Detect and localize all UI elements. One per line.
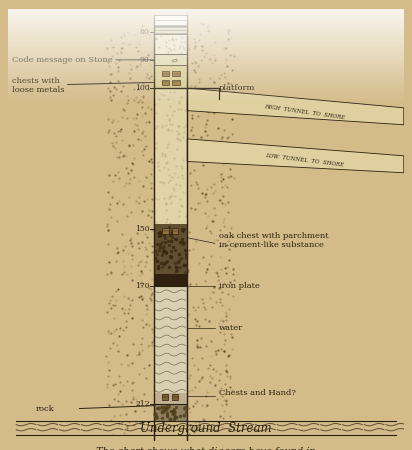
Bar bbox=[8, 18, 404, 22]
Text: Underground  Stream: Underground Stream bbox=[140, 422, 272, 435]
Polygon shape bbox=[187, 139, 404, 173]
Text: Chests and Hand?: Chests and Hand? bbox=[219, 389, 296, 397]
Bar bbox=[8, 47, 404, 50]
Text: HIGH  TUNNEL  TO  SHORE: HIGH TUNNEL TO SHORE bbox=[264, 104, 346, 120]
Text: iron plate: iron plate bbox=[219, 282, 260, 290]
Bar bbox=[8, 91, 404, 94]
Bar bbox=[8, 85, 404, 88]
Bar bbox=[8, 94, 404, 98]
Bar bbox=[154, 26, 187, 34]
Bar bbox=[154, 34, 187, 54]
Bar bbox=[8, 25, 404, 28]
Text: water: water bbox=[219, 324, 243, 332]
Bar bbox=[8, 79, 404, 82]
Text: Code message on Stone: Code message on Stone bbox=[12, 56, 154, 64]
Bar bbox=[162, 71, 169, 76]
Text: LOW  TUNNEL  TO  SHORE: LOW TUNNEL TO SHORE bbox=[265, 153, 344, 167]
Bar bbox=[154, 393, 187, 404]
Text: 80: 80 bbox=[140, 27, 150, 36]
Bar bbox=[8, 34, 404, 37]
Bar bbox=[154, 54, 187, 65]
Bar bbox=[162, 228, 169, 234]
Text: 170: 170 bbox=[135, 282, 150, 290]
Bar bbox=[162, 394, 169, 400]
Bar bbox=[8, 82, 404, 85]
Bar bbox=[172, 80, 180, 85]
Bar bbox=[154, 88, 187, 224]
Text: 212: 212 bbox=[135, 400, 150, 408]
Bar bbox=[162, 80, 169, 85]
Bar bbox=[8, 66, 404, 69]
Bar bbox=[8, 15, 404, 18]
Text: The chart shows what diggers have found in
the Money Pit.: The chart shows what diggers have found … bbox=[96, 447, 316, 450]
Bar bbox=[8, 50, 404, 54]
Text: 90: 90 bbox=[140, 56, 150, 64]
Bar bbox=[154, 286, 187, 393]
Bar bbox=[8, 28, 404, 31]
Text: ▭: ▭ bbox=[171, 56, 178, 63]
Bar bbox=[8, 54, 404, 57]
Bar bbox=[172, 71, 180, 76]
Bar bbox=[8, 37, 404, 40]
Bar bbox=[8, 57, 404, 60]
Text: platform: platform bbox=[219, 84, 255, 92]
Bar bbox=[8, 22, 404, 25]
Bar bbox=[154, 15, 187, 26]
Bar bbox=[8, 63, 404, 66]
Bar bbox=[8, 12, 404, 15]
Bar bbox=[8, 88, 404, 91]
Bar bbox=[8, 9, 404, 12]
Bar bbox=[8, 69, 404, 72]
Bar bbox=[8, 60, 404, 63]
Bar bbox=[154, 224, 187, 274]
Text: rock: rock bbox=[36, 405, 55, 413]
Bar bbox=[8, 76, 404, 79]
Bar bbox=[154, 65, 187, 88]
Bar bbox=[171, 228, 178, 234]
Text: chests with
loose metals: chests with loose metals bbox=[12, 76, 154, 94]
Bar bbox=[8, 44, 404, 47]
Bar bbox=[8, 31, 404, 34]
Bar bbox=[8, 40, 404, 44]
Polygon shape bbox=[187, 88, 404, 125]
Text: 100: 100 bbox=[135, 84, 150, 92]
Bar bbox=[171, 394, 178, 400]
Bar bbox=[8, 101, 404, 104]
Text: 150: 150 bbox=[135, 225, 150, 233]
Text: oak chest with parchment
in cement-like substance: oak chest with parchment in cement-like … bbox=[219, 232, 328, 249]
Bar bbox=[154, 404, 187, 421]
Bar bbox=[154, 274, 187, 286]
Bar bbox=[8, 98, 404, 101]
Bar bbox=[8, 72, 404, 76]
